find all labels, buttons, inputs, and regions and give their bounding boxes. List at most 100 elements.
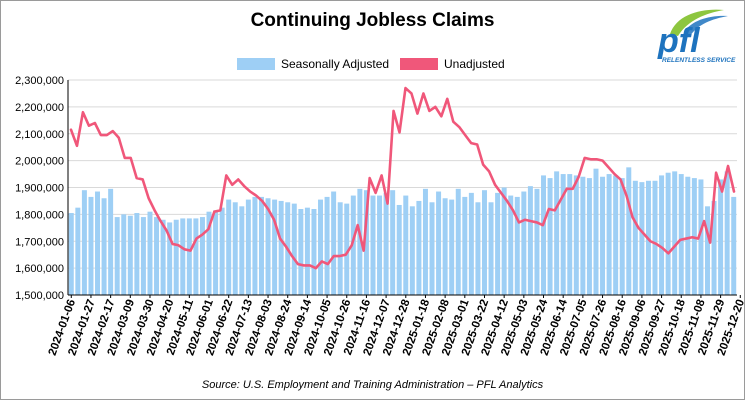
bar: [363, 190, 369, 295]
y-tick-label: 2,000,000: [15, 156, 64, 168]
bar: [81, 190, 87, 295]
legend-swatch-seasonally-adjusted: [237, 58, 275, 70]
bar: [731, 196, 737, 295]
bar: [481, 190, 487, 295]
pfl-logo-icon: pfl RELENTLESS SERVICE: [657, 9, 736, 64]
bar: [580, 176, 586, 295]
bar: [606, 174, 612, 295]
bar: [501, 187, 507, 295]
bar: [718, 179, 724, 295]
series-seasonally-adjusted-bars: [68, 167, 737, 295]
bar: [140, 217, 146, 295]
bar: [685, 176, 691, 295]
bar: [672, 171, 678, 295]
bar: [626, 167, 632, 295]
bar: [449, 199, 455, 295]
y-tick-label: 2,200,000: [15, 102, 64, 114]
bar: [698, 179, 704, 295]
bar: [652, 180, 658, 295]
bar: [639, 182, 645, 295]
bar: [475, 202, 481, 295]
bar: [396, 204, 402, 295]
bar: [711, 200, 717, 295]
bar: [409, 206, 415, 295]
bar: [527, 186, 533, 295]
bar: [495, 192, 501, 295]
bar: [180, 218, 186, 295]
y-tick-label: 1,600,000: [15, 263, 64, 275]
bar: [613, 175, 619, 295]
bar: [547, 178, 553, 295]
bar: [370, 195, 376, 295]
bar: [154, 217, 160, 295]
bar: [265, 198, 271, 295]
y-tick-label: 1,800,000: [15, 209, 64, 221]
y-tick-label: 2,100,000: [15, 129, 64, 141]
bar: [199, 217, 205, 295]
bar: [239, 206, 245, 295]
bar: [541, 175, 547, 295]
bar: [488, 202, 494, 295]
bar: [311, 209, 317, 295]
bar: [331, 191, 337, 295]
bar: [121, 214, 127, 295]
bar: [232, 202, 238, 295]
bar: [600, 176, 606, 295]
legend-label-seasonally-adjusted: Seasonally Adjusted: [281, 57, 389, 71]
bar: [245, 199, 251, 295]
bar: [147, 211, 153, 295]
bar: [258, 196, 264, 295]
bar: [678, 174, 684, 295]
bar: [298, 209, 304, 295]
bar: [219, 207, 225, 295]
bar: [573, 175, 579, 295]
series-unadjusted-line: [69, 86, 736, 270]
bar: [665, 172, 671, 295]
gridlines: [68, 79, 737, 296]
series-unadjusted-line-group: [69, 86, 736, 270]
bar: [724, 171, 730, 295]
bar: [436, 191, 442, 295]
bar: [344, 203, 350, 295]
bar: [377, 195, 383, 295]
bar: [206, 211, 212, 295]
bar: [704, 206, 710, 295]
legend: Seasonally Adjusted Unadjusted: [237, 57, 505, 71]
bar: [383, 192, 389, 295]
bar: [134, 213, 140, 295]
bar: [429, 202, 435, 295]
legend-swatch-unadjusted: [400, 58, 438, 70]
y-tick-label: 1,900,000: [15, 183, 64, 195]
svg-text:RELENTLESS SERVICE: RELENTLESS SERVICE: [662, 57, 736, 64]
bar: [554, 171, 560, 295]
y-tick-label: 1,700,000: [15, 236, 64, 248]
bar: [88, 196, 94, 295]
bar: [560, 174, 566, 295]
bar: [318, 199, 324, 295]
bar: [160, 219, 166, 295]
bar: [291, 203, 297, 295]
bar: [357, 188, 363, 295]
bar: [337, 202, 343, 295]
bar: [659, 175, 665, 295]
bar: [173, 219, 179, 295]
bar: [521, 191, 527, 295]
bar: [75, 207, 81, 295]
bar: [586, 178, 592, 295]
bar: [462, 196, 468, 295]
svg-text:pfl: pfl: [657, 22, 701, 60]
bar: [514, 196, 520, 295]
bar: [468, 192, 474, 295]
bar: [324, 196, 330, 295]
bar: [619, 178, 625, 295]
bar: [567, 174, 573, 295]
bar: [193, 218, 199, 295]
bar: [272, 199, 278, 295]
bar: [403, 195, 409, 295]
bar: [167, 222, 173, 295]
bar: [278, 200, 284, 295]
bar: [416, 200, 422, 295]
bar: [632, 180, 638, 295]
y-tick-label: 2,300,000: [15, 75, 64, 87]
